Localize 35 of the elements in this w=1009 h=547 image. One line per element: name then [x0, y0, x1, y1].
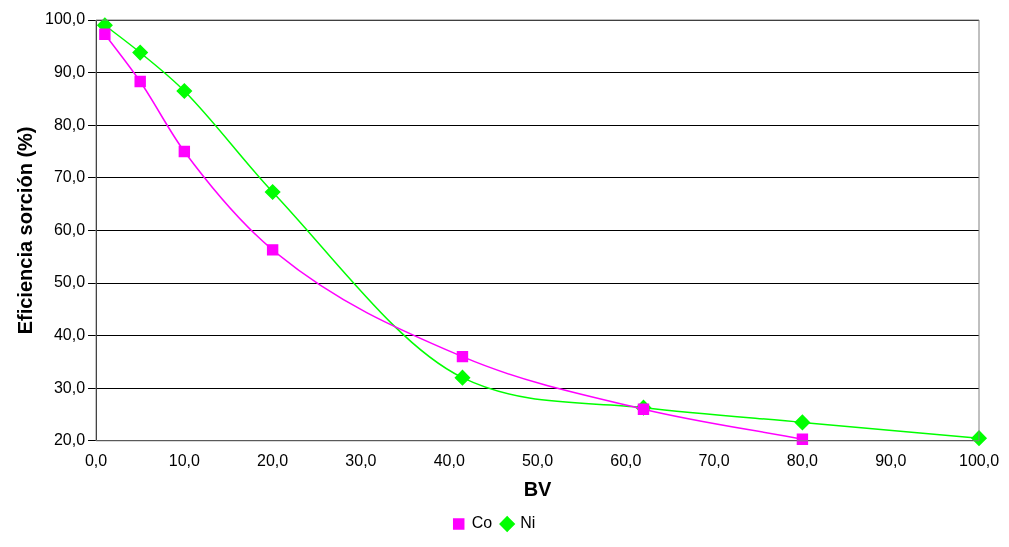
y-tick-label: 20,0: [53, 431, 86, 449]
x-tick-label: 20,0: [257, 451, 289, 469]
y-tick-label: 70,0: [53, 168, 86, 186]
y-axis-title: Eficiencia sorción (%): [13, 126, 36, 335]
x-axis-title: BV: [523, 477, 553, 500]
y-tick-label: 60,0: [53, 220, 86, 238]
x-tick-label: 40,0: [433, 451, 465, 469]
legend-label: Co: [471, 514, 493, 532]
y-tick-label: 50,0: [53, 273, 86, 291]
point: [454, 369, 471, 386]
point: [178, 145, 191, 158]
x-tick-label: 60,0: [610, 451, 642, 469]
x-tick-label: 100,0: [958, 451, 1000, 469]
point: [134, 75, 146, 88]
legend-label: Ni: [520, 514, 536, 532]
point: [794, 414, 811, 431]
x-tick-label: 90,0: [875, 451, 907, 469]
point: [456, 350, 469, 363]
x-tick-label: 80,0: [786, 451, 819, 469]
x-tick-label: 10,0: [168, 451, 201, 469]
y-tick-label: 100,0: [44, 10, 86, 28]
y-tick-label: 30,0: [53, 378, 86, 396]
y-tick-label: 40,0: [53, 326, 86, 344]
point: [99, 28, 111, 40]
point: [264, 184, 281, 200]
x-tick-label: 0,0: [84, 451, 108, 469]
y-tick-label: 90,0: [53, 63, 86, 81]
point: [176, 83, 193, 99]
point: [266, 244, 279, 256]
y-tick-label: 80,0: [53, 115, 86, 133]
x-tick-label: 30,0: [345, 451, 377, 469]
point: [132, 44, 148, 61]
x-tick-label: 50,0: [521, 451, 554, 469]
x-tick-label: 70,0: [698, 451, 730, 469]
point: [637, 403, 650, 415]
